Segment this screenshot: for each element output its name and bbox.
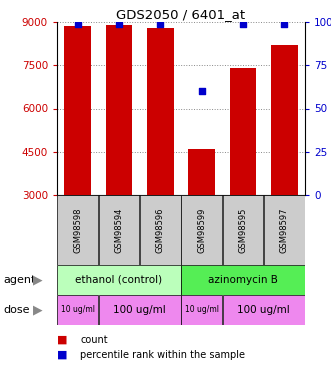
Text: ▶: ▶ [33,273,43,286]
Text: 10 ug/ml: 10 ug/ml [185,306,219,315]
Text: GSM98594: GSM98594 [115,207,123,253]
Bar [188,149,215,195]
Point [117,21,122,27]
Bar [181,265,305,295]
Text: GSM98596: GSM98596 [156,207,165,253]
Title: GDS2050 / 6401_at: GDS2050 / 6401_at [117,8,246,21]
Bar [147,28,174,195]
Bar [99,195,139,265]
Bar [99,295,181,325]
Point [75,21,80,27]
Bar [57,195,98,265]
Text: ■: ■ [57,350,68,360]
Point [282,21,287,27]
Bar [181,295,222,325]
Text: agent: agent [3,275,36,285]
Bar [140,195,181,265]
Point [240,21,246,27]
Bar [181,195,222,265]
Bar [264,195,305,265]
Text: GSM98597: GSM98597 [280,207,289,253]
Text: ■: ■ [57,335,68,345]
Text: 10 ug/ml: 10 ug/ml [61,306,95,315]
Text: GSM98598: GSM98598 [73,207,82,253]
Bar [223,295,305,325]
Bar [106,25,132,195]
Text: GSM98599: GSM98599 [197,207,206,253]
Text: ▶: ▶ [33,303,43,316]
Bar [223,195,263,265]
Text: percentile rank within the sample: percentile rank within the sample [80,350,245,360]
Point [199,88,204,94]
Bar [57,265,181,295]
Text: 100 ug/ml: 100 ug/ml [237,305,290,315]
Text: 100 ug/ml: 100 ug/ml [113,305,166,315]
Bar [64,26,91,195]
Bar [57,295,98,325]
Text: ethanol (control): ethanol (control) [75,275,163,285]
Bar [271,45,298,195]
Text: count: count [80,335,108,345]
Text: GSM98595: GSM98595 [239,207,248,253]
Point [158,21,163,27]
Text: dose: dose [3,305,30,315]
Bar [230,68,257,195]
Text: azinomycin B: azinomycin B [208,275,278,285]
